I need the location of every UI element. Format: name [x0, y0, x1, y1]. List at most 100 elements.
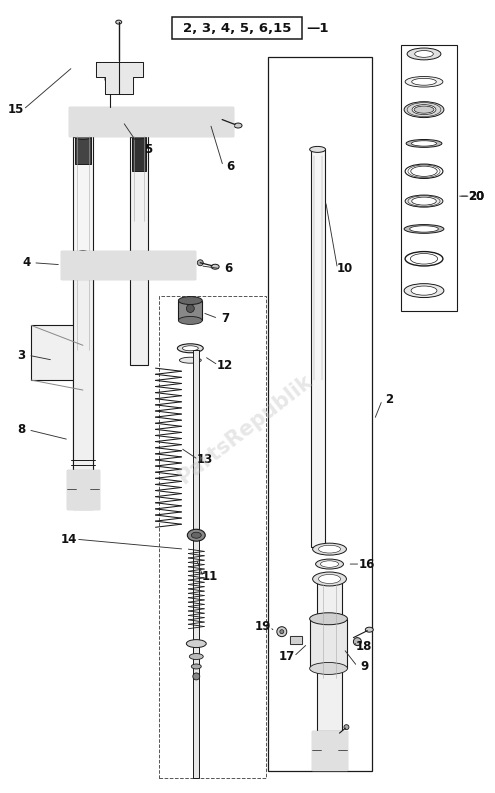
Polygon shape: [312, 731, 347, 770]
Circle shape: [157, 116, 168, 127]
Bar: [310, 619, 347, 668]
Ellipse shape: [116, 20, 122, 24]
Bar: [317, 577, 343, 731]
Bar: [67, 469, 99, 509]
Ellipse shape: [415, 51, 433, 57]
Circle shape: [87, 115, 99, 128]
Ellipse shape: [310, 613, 347, 625]
Ellipse shape: [404, 102, 444, 117]
Circle shape: [193, 673, 200, 680]
Bar: [132, 136, 146, 171]
Ellipse shape: [182, 346, 198, 351]
Ellipse shape: [407, 48, 441, 59]
Text: 20: 20: [469, 190, 485, 203]
Ellipse shape: [405, 76, 443, 87]
Bar: [312, 731, 347, 770]
Ellipse shape: [211, 264, 219, 269]
Bar: [73, 136, 93, 509]
Ellipse shape: [310, 662, 347, 674]
Circle shape: [76, 482, 90, 496]
Bar: [61, 251, 196, 278]
Ellipse shape: [310, 147, 326, 152]
Text: 10: 10: [336, 262, 352, 275]
Circle shape: [353, 638, 361, 646]
Ellipse shape: [404, 284, 444, 297]
Bar: [401, 45, 457, 312]
Ellipse shape: [412, 197, 436, 205]
Ellipse shape: [412, 105, 436, 115]
Ellipse shape: [411, 140, 437, 146]
Text: 11: 11: [202, 570, 218, 584]
Text: 18: 18: [356, 640, 373, 653]
Text: PartsRepublik: PartsRepublik: [174, 371, 316, 488]
Text: 13: 13: [197, 453, 213, 466]
Ellipse shape: [412, 79, 436, 85]
Ellipse shape: [186, 640, 206, 648]
Ellipse shape: [411, 286, 437, 295]
Ellipse shape: [406, 140, 442, 147]
Text: 16: 16: [359, 557, 376, 570]
Ellipse shape: [131, 134, 147, 139]
Circle shape: [116, 115, 129, 128]
Bar: [130, 136, 148, 366]
Bar: [75, 136, 91, 164]
Text: 19: 19: [255, 620, 271, 633]
Circle shape: [69, 251, 97, 278]
Polygon shape: [67, 469, 99, 509]
Ellipse shape: [404, 224, 444, 233]
Ellipse shape: [365, 627, 373, 632]
Ellipse shape: [313, 543, 346, 555]
Ellipse shape: [410, 226, 439, 232]
Ellipse shape: [74, 133, 92, 140]
Text: 12: 12: [217, 358, 233, 372]
Text: 20: 20: [469, 190, 485, 203]
Circle shape: [198, 260, 203, 266]
Text: 17: 17: [279, 650, 295, 663]
Circle shape: [277, 626, 287, 637]
Ellipse shape: [178, 297, 202, 305]
Bar: [268, 57, 372, 771]
Circle shape: [110, 109, 136, 135]
Circle shape: [80, 109, 106, 135]
Ellipse shape: [177, 344, 203, 353]
Ellipse shape: [316, 559, 344, 569]
Circle shape: [167, 260, 177, 270]
Ellipse shape: [405, 164, 443, 178]
Text: 2: 2: [385, 393, 393, 407]
Ellipse shape: [189, 653, 203, 660]
Ellipse shape: [319, 574, 341, 584]
Text: 5: 5: [145, 143, 152, 156]
Ellipse shape: [319, 546, 341, 553]
Text: 14: 14: [61, 533, 77, 546]
Text: —1: —1: [306, 21, 329, 35]
Ellipse shape: [179, 357, 201, 363]
Ellipse shape: [313, 572, 346, 586]
Text: 6: 6: [226, 160, 234, 173]
Bar: [178, 301, 202, 320]
Polygon shape: [61, 251, 196, 278]
Bar: [73, 278, 93, 477]
Circle shape: [76, 258, 90, 272]
Polygon shape: [69, 106, 233, 136]
Circle shape: [124, 74, 134, 84]
Bar: [290, 636, 301, 644]
Circle shape: [321, 741, 339, 759]
Text: 7: 7: [221, 312, 229, 325]
Ellipse shape: [178, 316, 202, 324]
Ellipse shape: [234, 123, 242, 128]
Text: 6: 6: [224, 262, 232, 275]
Ellipse shape: [191, 664, 201, 669]
Bar: [172, 17, 301, 39]
Bar: [158, 296, 266, 778]
Text: 4: 4: [22, 256, 30, 270]
Text: 9: 9: [360, 660, 368, 673]
Circle shape: [219, 117, 225, 123]
Ellipse shape: [187, 529, 205, 541]
Circle shape: [280, 630, 284, 634]
Polygon shape: [290, 636, 301, 644]
Text: 8: 8: [17, 423, 25, 436]
Ellipse shape: [414, 106, 434, 113]
Circle shape: [162, 255, 182, 274]
Ellipse shape: [191, 532, 201, 538]
Bar: [69, 106, 233, 136]
